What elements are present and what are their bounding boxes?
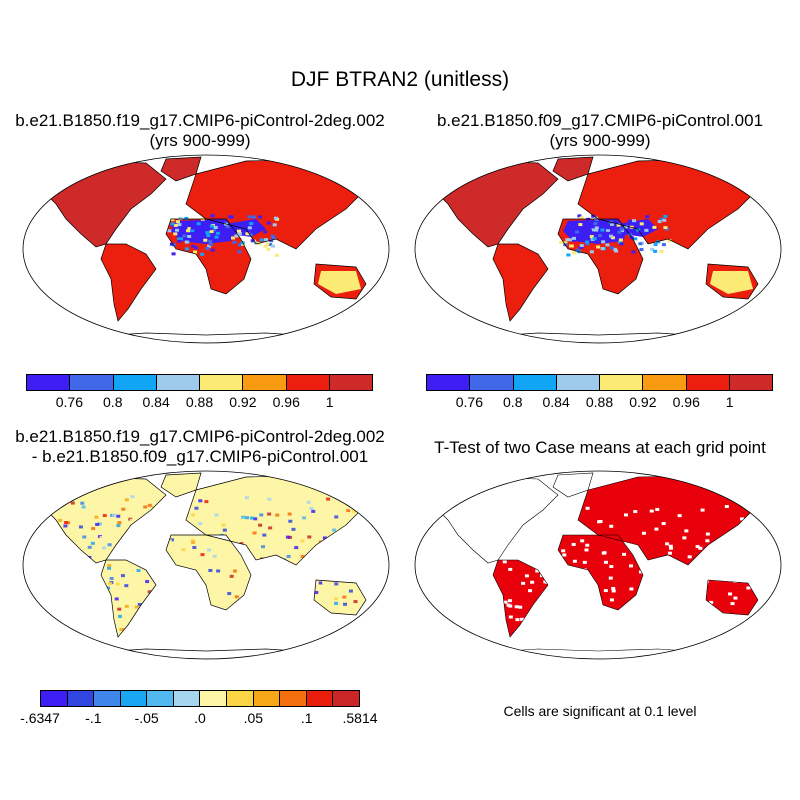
colorbar-case2-tick-label: 0.76 xyxy=(455,394,483,410)
colorbar-difference-swatch xyxy=(147,691,174,706)
colorbar-case1-tick-label: 1 xyxy=(325,394,334,410)
colorbar-case1-tick-label: 0.8 xyxy=(103,394,123,410)
colorbar-difference-swatch xyxy=(200,691,228,706)
colorbar-case1-swatch xyxy=(329,375,372,390)
colorbar-case1-tick-label: 0.96 xyxy=(272,394,300,410)
colorbar-difference-swatch xyxy=(280,691,307,706)
map-difference xyxy=(22,470,390,660)
colorbar-case1 xyxy=(26,374,373,391)
panel-case2-title-line1: b.e21.B1850.f09_g17.CMIP6-piControl.001 xyxy=(436,111,764,130)
map-boundary xyxy=(414,154,782,344)
colorbar-case1-swatch xyxy=(70,375,114,390)
colorbar-difference-swatch xyxy=(227,691,254,706)
colorbar-case2-tick-label: 0.92 xyxy=(629,394,657,410)
colorbar-case2-swatch xyxy=(556,375,600,390)
colorbar-difference-tick-label: -.1 xyxy=(85,710,102,726)
map-boundary xyxy=(414,470,782,660)
colorbar-case2-tick-label: 0.84 xyxy=(542,394,570,410)
significance-note: Cells are significant at 0.1 level xyxy=(503,703,697,719)
colorbar-case2-tick-label: 0.88 xyxy=(585,394,614,410)
colorbar-case1-tick-label: 0.84 xyxy=(142,394,170,410)
colorbar-case1-swatch xyxy=(286,375,330,390)
map-ttest xyxy=(414,470,782,660)
panel-case2-title: b.e21.B1850.f09_g17.CMIP6-piControl.001 … xyxy=(400,111,800,151)
colorbar-case2-swatch xyxy=(427,375,471,390)
colorbar-case2-swatch xyxy=(470,375,514,390)
colorbar-case2-swatch xyxy=(686,375,730,390)
panel-case1-title-line1: b.e21.B1850.f19_g17.CMIP6-piControl-2deg… xyxy=(15,111,385,130)
colorbar-difference-swatch xyxy=(41,691,68,706)
panel-case1-title-line2: (yrs 900-999) xyxy=(149,131,251,150)
panel-diff-title: b.e21.B1850.f19_g17.CMIP6-piControl-2deg… xyxy=(0,427,400,467)
colorbar-difference-swatch xyxy=(67,691,95,706)
colorbar-case2-swatch xyxy=(513,375,557,390)
colorbar-case2-swatch xyxy=(729,375,772,390)
map-case1 xyxy=(22,154,390,344)
panel-ttest-title-line1: T-Test of two Case means at each grid po… xyxy=(434,438,766,457)
colorbar-case2-swatch xyxy=(600,375,644,390)
colorbar-difference-tick-label: .5814 xyxy=(342,710,378,726)
colorbar-case2-swatch xyxy=(643,375,687,390)
colorbar-difference-tick-label: .05 xyxy=(243,710,264,726)
colorbar-difference-swatch xyxy=(333,691,359,706)
colorbar-difference-swatch xyxy=(94,691,121,706)
colorbar-case2-tick-label: 0.8 xyxy=(503,394,523,410)
panel-ttest-title: T-Test of two Case means at each grid po… xyxy=(400,438,800,458)
panel-case2-title-line2: (yrs 900-999) xyxy=(549,131,651,150)
colorbar-case2 xyxy=(426,374,773,391)
colorbar-case2-tick-label: 1 xyxy=(725,394,734,410)
map-boundary xyxy=(22,154,390,344)
colorbar-difference-tick-label: .1 xyxy=(300,710,313,726)
colorbar-case1-tick-label: 0.76 xyxy=(55,394,83,410)
colorbar-difference-tick-label: -.05 xyxy=(134,710,159,726)
colorbar-difference-tick-label: -.6347 xyxy=(20,710,60,726)
colorbar-case1-swatch xyxy=(27,375,71,390)
colorbar-difference-swatch xyxy=(173,691,201,706)
colorbar-difference-swatch xyxy=(120,691,148,706)
colorbar-difference xyxy=(40,690,360,707)
panel-diff-title-line2: - b.e21.B1850.f09_g17.CMIP6-piControl.00… xyxy=(31,447,369,466)
colorbar-case1-swatch xyxy=(156,375,200,390)
colorbar-case1-swatch xyxy=(200,375,244,390)
map-case2 xyxy=(414,154,782,344)
colorbar-case1-tick-label: 0.88 xyxy=(185,394,214,410)
colorbar-difference-tick-label: .0 xyxy=(194,710,206,726)
colorbar-case1-tick-label: 0.92 xyxy=(229,394,257,410)
panel-case1-title: b.e21.B1850.f19_g17.CMIP6-piControl-2deg… xyxy=(0,111,400,151)
colorbar-difference-swatch xyxy=(306,691,334,706)
colorbar-case2-tick-label: 0.96 xyxy=(672,394,700,410)
colorbar-case1-swatch xyxy=(243,375,287,390)
map-boundary xyxy=(22,470,390,660)
figure-title: DJF BTRAN2 (unitless) xyxy=(290,68,510,91)
colorbar-case1-swatch xyxy=(113,375,157,390)
panel-diff-title-line1: b.e21.B1850.f19_g17.CMIP6-piControl-2deg… xyxy=(15,427,385,446)
colorbar-difference-swatch xyxy=(253,691,281,706)
